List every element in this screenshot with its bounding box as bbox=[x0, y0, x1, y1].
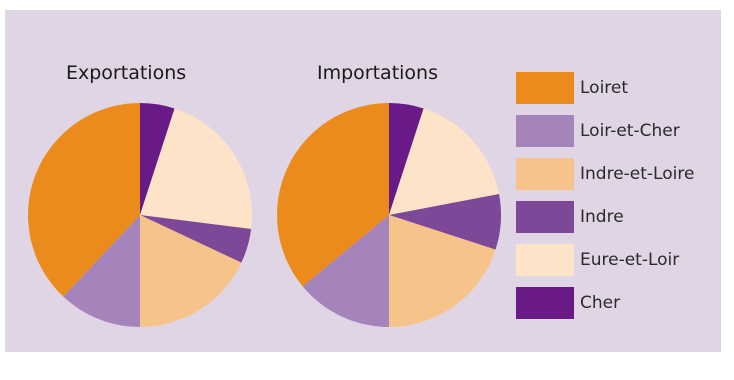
legend-label: Cher bbox=[580, 293, 621, 313]
legend-label: Indre bbox=[580, 207, 624, 227]
chart-panel: Exportations Importations Loiret Loir-et… bbox=[5, 10, 721, 352]
legend-swatch bbox=[516, 244, 574, 276]
pie-slice-eure-et-loir bbox=[389, 108, 500, 215]
legend-label: Eure-et-Loir bbox=[580, 250, 680, 270]
legend-swatch bbox=[516, 158, 574, 190]
legend-label: Loir-et-Cher bbox=[580, 121, 680, 141]
legend-swatch bbox=[516, 287, 574, 319]
legend-swatch bbox=[516, 201, 574, 233]
legend-label: Indre-et-Loire bbox=[580, 164, 695, 184]
pie-slice-indre bbox=[140, 215, 252, 263]
legend-item-indre-et-loire: Indre-et-Loire bbox=[516, 158, 694, 190]
pie-slice-loiret bbox=[27, 102, 140, 297]
exportations-pie bbox=[27, 102, 253, 327]
pie-slice-indre bbox=[389, 194, 501, 250]
pie-slice-indre-et-loire bbox=[140, 215, 242, 327]
legend-item-cher: Cher bbox=[516, 287, 620, 319]
pie-slice-eure-et-loir bbox=[140, 108, 253, 230]
legend-label: Loiret bbox=[580, 78, 629, 98]
pie-slice-cher bbox=[389, 103, 424, 215]
exportations-title: Exportations bbox=[66, 62, 187, 84]
legend-swatch bbox=[516, 72, 574, 104]
importations-title: Importations bbox=[317, 62, 438, 84]
legend-item-indre: Indre bbox=[516, 201, 624, 233]
legend-item-eure-et-loir: Eure-et-Loir bbox=[516, 244, 679, 276]
pie-slice-loir-et-cher bbox=[302, 215, 389, 327]
pie-slice-indre-et-loire bbox=[389, 215, 496, 327]
legend-swatch bbox=[516, 115, 574, 147]
legend-item-loir-et-cher: Loir-et-Cher bbox=[516, 115, 680, 147]
pie-slice-loir-et-cher bbox=[63, 215, 141, 327]
pie-slice-loiret bbox=[277, 103, 389, 287]
importations-pie bbox=[277, 103, 501, 327]
legend-item-loiret: Loiret bbox=[516, 72, 628, 104]
pie-slice-cher bbox=[140, 103, 175, 215]
